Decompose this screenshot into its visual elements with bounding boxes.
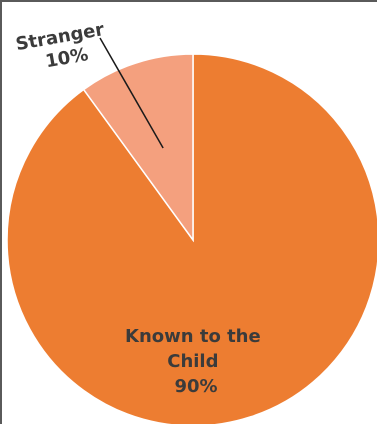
pie-slices xyxy=(6,53,377,424)
slice-label-known-line1: Known to the xyxy=(125,326,261,347)
leader-line-stranger xyxy=(99,37,164,149)
slice-label-stranger: Stranger 10% xyxy=(14,18,116,77)
pie-slice-stranger xyxy=(82,53,194,243)
slice-label-known: Known to the Child 90% xyxy=(125,326,267,397)
slice-label-known-line2: Child xyxy=(167,351,218,372)
slice-value-known: 90% xyxy=(174,376,217,397)
